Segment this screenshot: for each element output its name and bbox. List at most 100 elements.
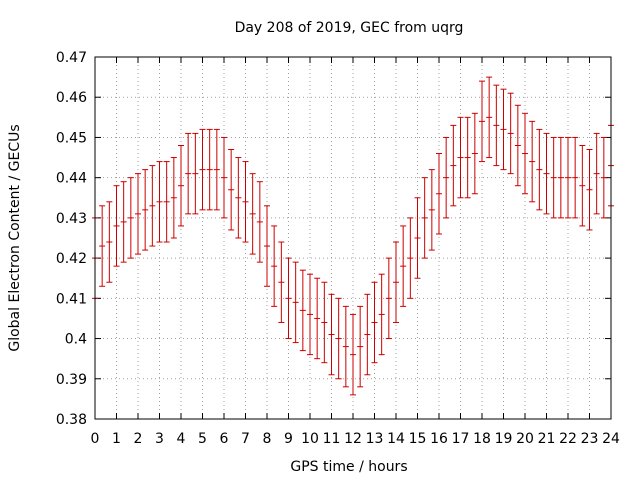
error-bar [579, 144, 586, 227]
x-axis-label: GPS time / hours [290, 459, 407, 475]
error-bar [113, 185, 120, 267]
y-tick-labels: 0.38 0.39 0.4 0.41 0.42 0.43 0.44 0.45 0.46 0.47 [56, 50, 87, 428]
error-bar [213, 128, 220, 211]
x-tick-label: 0 [91, 431, 100, 447]
y-tick-label: 0.46 [56, 90, 87, 106]
error-bar [256, 181, 263, 263]
x-tick-label: 21 [538, 431, 556, 447]
error-bar [264, 205, 270, 287]
error-bar [170, 157, 177, 239]
plot-frame [94, 56, 612, 420]
error-bar [443, 136, 450, 219]
error-bar [414, 197, 421, 279]
error-bar [428, 169, 435, 251]
x-tick-label: 3 [155, 431, 164, 447]
x-tick-label: 23 [581, 431, 599, 447]
x-tick-label: 20 [516, 431, 534, 447]
chart-title: Day 208 of 2019, GEC from uqrg [235, 20, 464, 36]
error-bar [350, 313, 356, 396]
x-tick-label: 12 [344, 431, 362, 447]
error-bar [450, 124, 457, 207]
error-bar [342, 305, 349, 388]
error-bar [142, 169, 149, 251]
x-tick-label: 19 [495, 431, 513, 447]
error-bar [385, 257, 392, 340]
x-tick-label: 16 [430, 431, 448, 447]
error-bar [242, 161, 249, 243]
error-bar [479, 80, 485, 163]
y-tick-label: 0.4 [65, 332, 87, 348]
error-bar [106, 201, 113, 283]
error-bar [529, 120, 536, 203]
x-tick-label: 5 [198, 431, 207, 447]
x-tick-label: 18 [473, 431, 491, 447]
error-bar [565, 136, 571, 219]
error-bar [328, 293, 335, 376]
x-tick-label: 2 [134, 431, 143, 447]
x-tick-label: 13 [366, 431, 384, 447]
error-bar [156, 161, 163, 243]
error-bar [400, 225, 407, 307]
error-bar [421, 177, 428, 259]
error-bar [407, 217, 414, 299]
y-axis-label: Global Electron Content / GECUs [7, 124, 23, 351]
error-bar [357, 305, 364, 388]
y-tick-label: 0.41 [56, 291, 87, 307]
x-tick-label: 8 [263, 431, 272, 447]
error-bar [507, 92, 514, 175]
x-tick-label: 11 [323, 431, 341, 447]
y-tick-label: 0.38 [56, 412, 87, 428]
error-bar [593, 132, 600, 215]
x-tick-label: 9 [284, 431, 293, 447]
error-bar [364, 293, 371, 376]
error-bar [464, 116, 471, 199]
error-bar [550, 136, 557, 219]
error-bar [335, 297, 342, 380]
error-bar [314, 277, 321, 360]
error-bar [278, 241, 285, 323]
error-bar [149, 165, 156, 247]
y-tick-label: 0.44 [56, 171, 87, 187]
x-tick-label: 10 [301, 431, 319, 447]
x-tick-labels: 0 1 2 3 4 5 6 7 8 9 10 11 12 13 14 15 16 17 18 19 20 21 22 23 24 [91, 431, 620, 447]
error-bar [557, 136, 564, 219]
error-bar [436, 153, 442, 235]
error-bar [292, 261, 299, 344]
error-bar [486, 76, 493, 159]
error-bar [536, 128, 543, 211]
error-bar [299, 269, 306, 352]
error-bar [99, 205, 106, 287]
error-bar [120, 181, 127, 263]
x-tick-label: 14 [387, 431, 405, 447]
error-bar [514, 104, 521, 187]
error-bar [199, 128, 206, 211]
error-bar-series [92, 76, 614, 396]
x-tick-label: 24 [602, 431, 620, 447]
error-bar [471, 112, 478, 195]
error-bar [543, 132, 550, 215]
error-bar [228, 149, 235, 231]
error-bar [192, 132, 199, 215]
error-bar [221, 136, 227, 219]
error-bar [163, 161, 170, 243]
error-bar [393, 241, 399, 323]
y-tick-label: 0.42 [56, 251, 87, 267]
x-tick-label: 6 [220, 431, 229, 447]
error-bar [378, 273, 385, 356]
error-bar [127, 177, 134, 259]
error-bar [135, 173, 141, 255]
x-tick-label: 7 [241, 431, 250, 447]
y-tick-label: 0.47 [56, 50, 87, 66]
error-bar [586, 149, 593, 231]
y-tick-label: 0.39 [56, 372, 87, 388]
x-tick-label: 17 [452, 431, 470, 447]
error-bar [235, 157, 242, 239]
error-bar [457, 116, 464, 199]
error-bar [271, 225, 278, 307]
error-bar [178, 144, 184, 227]
error-bar [206, 128, 213, 211]
error-bar [522, 112, 528, 195]
error-bar [493, 84, 500, 167]
x-tick-label: 4 [177, 431, 186, 447]
error-bar [185, 132, 192, 215]
